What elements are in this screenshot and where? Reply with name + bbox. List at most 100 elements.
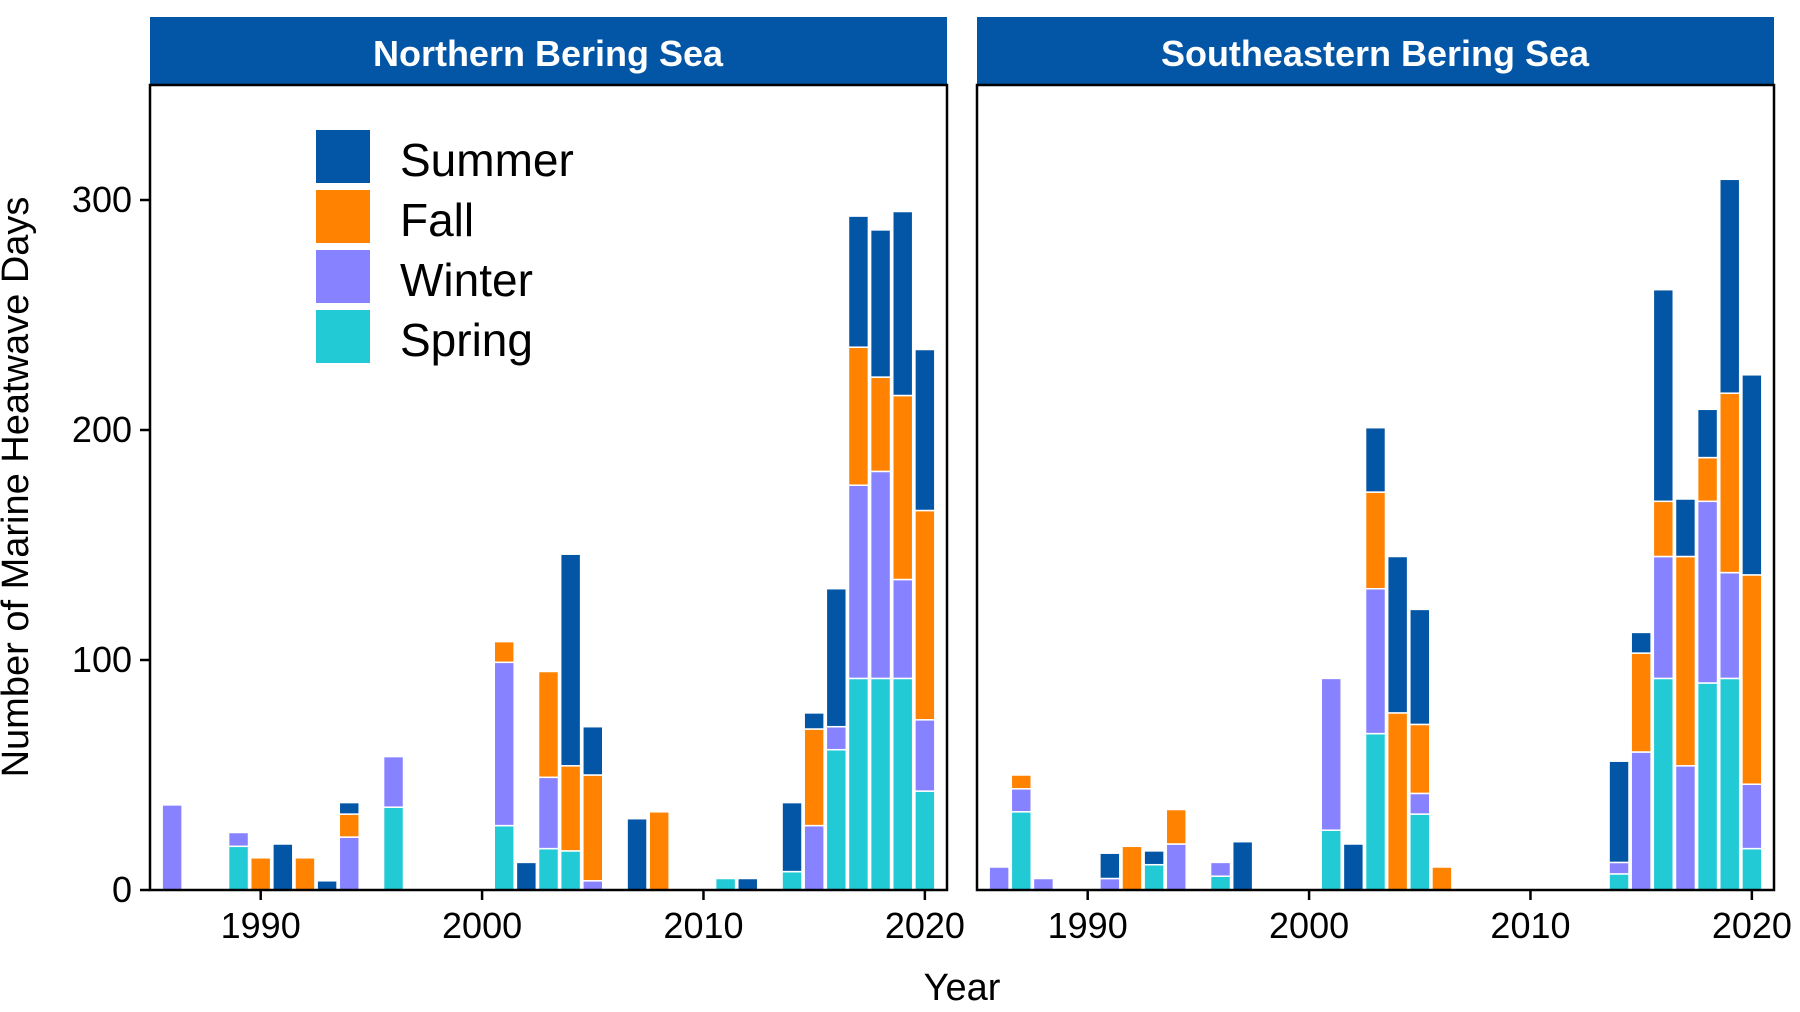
y-ticks-northern: 0 100 200 300 (72, 179, 150, 910)
y-tick-label-300: 300 (72, 179, 132, 220)
bar-winter-1989 (227, 831, 250, 848)
legend-label-winter: Winter (400, 254, 533, 306)
bars-northern (161, 210, 936, 891)
bar-spring-2014 (781, 870, 803, 891)
bar-summer-2017 (847, 215, 870, 348)
x-tick-label-2010: 2010 (1490, 905, 1570, 946)
bar-spring-2011 (714, 877, 737, 891)
strip-title-southeastern: Southeastern Bering Sea (1161, 33, 1590, 74)
bar-winter-2018 (869, 470, 892, 680)
bar-winter-2001 (1320, 677, 1342, 831)
bar-winter-2015 (1630, 751, 1652, 891)
bar-fall-2018 (1696, 456, 1719, 503)
bar-spring-2018 (1696, 682, 1719, 891)
panel-southeastern-bering-sea: Southeastern Bering Sea 1990 2000 2010 2020 (975, 17, 1792, 946)
bar-summer-2017 (1674, 498, 1697, 558)
bar-summer-2020 (914, 348, 936, 512)
bar-fall-2020 (1741, 574, 1763, 785)
bar-summer-2012 (737, 877, 759, 891)
bar-winter-2015 (803, 824, 825, 891)
bar-spring-2019 (892, 677, 914, 891)
plot-frame-southeastern (975, 83, 1776, 892)
x-tick-label-2000: 2000 (442, 905, 522, 946)
bar-summer-2007 (626, 817, 648, 891)
bar-spring-2016 (825, 748, 848, 891)
bar-winter-1994 (338, 836, 360, 891)
bar-summer-2015 (803, 712, 825, 730)
bar-fall-1990 (249, 857, 272, 891)
bar-fall-1992 (1121, 845, 1143, 891)
x-tick-label-1990: 1990 (221, 905, 301, 946)
bar-summer-2005 (1409, 608, 1431, 726)
bar-spring-2014 (1608, 873, 1630, 891)
bar-winter-1988 (1032, 877, 1055, 891)
bar-winter-2020 (1741, 783, 1763, 850)
bars-southeastern (988, 178, 1763, 891)
legend-swatch-summer (316, 130, 370, 183)
bar-fall-2003 (537, 670, 560, 779)
strip-northern (150, 17, 947, 85)
x-tick-label-2020: 2020 (885, 905, 965, 946)
bar-fall-2018 (869, 376, 892, 473)
bar-spring-1996 (1209, 875, 1232, 891)
y-axis-title: Number of Marine Heatwave Days (0, 197, 37, 778)
bar-winter-2017 (847, 484, 870, 680)
x-tick-label-1990: 1990 (1048, 905, 1128, 946)
bar-summer-2016 (825, 587, 848, 728)
y-tick-label-100: 100 (72, 639, 132, 680)
bar-winter-1996 (382, 755, 405, 808)
bar-summer-2019 (1719, 178, 1741, 394)
bar-summer-2018 (1696, 408, 1719, 459)
bar-summer-2018 (869, 229, 892, 378)
bar-summer-2020 (1741, 374, 1763, 576)
legend-label-fall: Fall (400, 194, 474, 246)
bar-summer-1994 (338, 801, 360, 815)
bar-fall-2020 (914, 509, 936, 721)
bar-fall-2017 (1674, 555, 1697, 767)
bar-fall-2019 (892, 394, 914, 581)
bar-winter-2001 (493, 661, 515, 827)
bar-spring-2001 (493, 824, 515, 891)
bar-winter-1986 (988, 866, 1010, 891)
bar-spring-2001 (1320, 829, 1342, 891)
bar-spring-2017 (847, 677, 870, 891)
bar-spring-2003 (1364, 732, 1387, 891)
strip-southeastern (977, 17, 1774, 85)
bar-spring-2004 (559, 850, 582, 891)
bar-summer-2002 (515, 861, 538, 891)
bar-fall-2005 (1409, 723, 1431, 795)
bar-summer-2019 (892, 210, 914, 397)
bar-fall-2005 (582, 774, 604, 882)
bar-fall-2019 (1719, 392, 1741, 574)
y-tick-label-200: 200 (72, 409, 132, 450)
y-tick-label-0: 0 (112, 869, 132, 910)
bar-winter-1994 (1165, 843, 1187, 891)
bar-winter-2019 (1719, 571, 1741, 680)
bar-winter-2003 (537, 776, 560, 850)
bar-fall-2015 (1630, 652, 1652, 753)
bar-fall-2015 (803, 728, 825, 827)
legend-swatch-fall (316, 190, 370, 243)
bar-fall-2006 (1431, 866, 1453, 891)
panel-northern-bering-sea: Northern Bering Sea 0 100 200 300 1990 2000 2… (72, 17, 965, 946)
bar-fall-1994 (338, 813, 360, 838)
bar-spring-2003 (537, 847, 560, 891)
bar-winter-2019 (892, 578, 914, 680)
x-tick-label-2020: 2020 (1712, 905, 1792, 946)
bar-summer-2014 (1608, 760, 1630, 864)
bar-winter-2005 (582, 880, 604, 891)
bar-spring-2016 (1652, 677, 1675, 891)
bar-winter-1987 (1010, 788, 1033, 813)
bar-fall-2008 (648, 811, 670, 891)
bar-winter-2005 (1409, 792, 1431, 815)
x-ticks-northern: 1990 2000 2010 2020 (221, 890, 965, 946)
bar-summer-2004 (1386, 555, 1409, 714)
bar-summer-1993 (316, 880, 338, 891)
bar-summer-2015 (1630, 631, 1652, 654)
plot-frame-northern (148, 83, 949, 892)
bar-fall-1994 (1165, 808, 1187, 845)
bar-summer-2004 (559, 553, 582, 767)
bar-spring-1993 (1143, 863, 1165, 891)
bar-summer-2016 (1652, 288, 1675, 503)
